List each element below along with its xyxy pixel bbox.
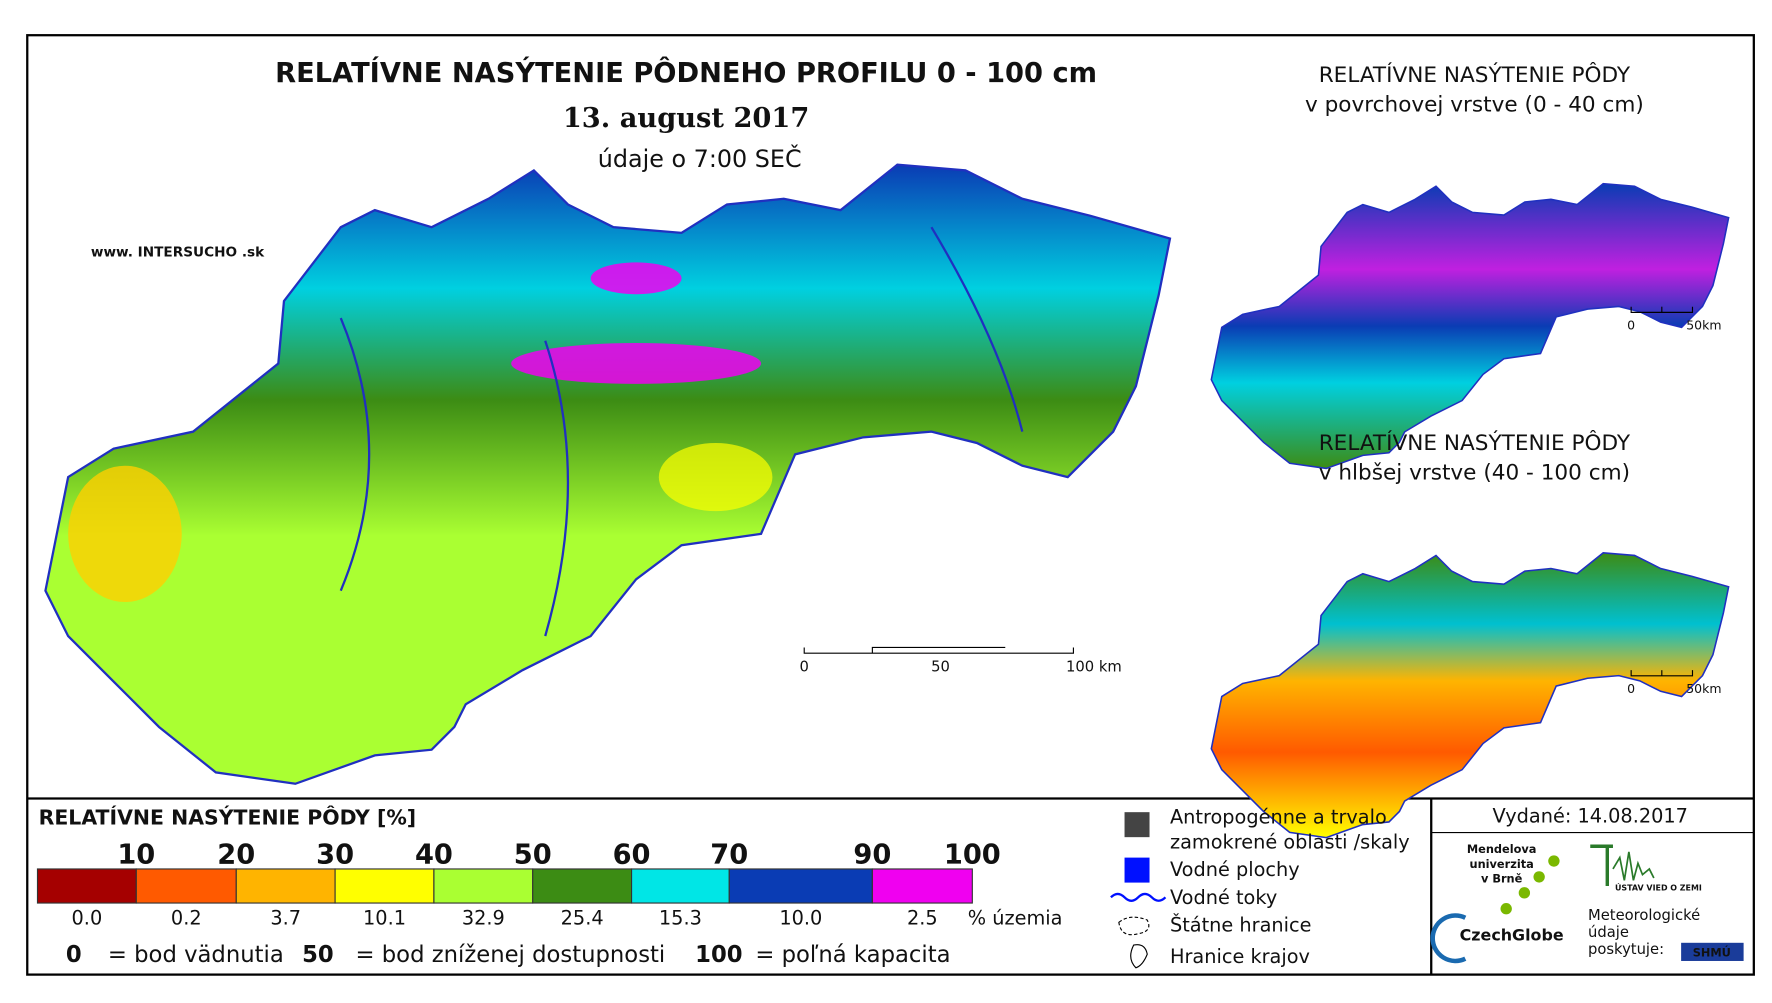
legend-swatch [235, 868, 336, 904]
legend-share: 32.9 [462, 907, 505, 930]
share-unit: % územia [968, 907, 1063, 930]
symbol-label: Vodné plochy [1170, 858, 1300, 881]
note-text: = bod vädnutia [108, 942, 284, 968]
time: údaje o 7:00 SEČ [598, 145, 802, 173]
legend-share: 2.5 [907, 907, 938, 930]
legend-share: 10.1 [363, 907, 406, 930]
legend-share: 10.0 [779, 907, 822, 930]
title: RELATÍVNE NASÝTENIE PÔDNEHO PROFILU 0 - … [275, 57, 1097, 89]
symbol-label-line: zamokrené oblasti /skaly [1170, 831, 1410, 854]
logo-text: Mendelova [1467, 842, 1537, 856]
note-text: = bod zníženej dostupnosti [356, 942, 666, 968]
legend-swatch [334, 868, 435, 904]
legend-swatch [630, 868, 730, 904]
legend-swatch [36, 868, 137, 904]
legend-share: 0.0 [72, 907, 103, 930]
logo-text: poskytuje: [1588, 941, 1664, 958]
legend-title: RELATÍVNE NASÝTENIE PÔDY [%] [39, 805, 417, 830]
logo-text: CzechGlobe [1460, 926, 1564, 945]
legend-swatch [532, 868, 633, 904]
legend-swatch [728, 868, 873, 904]
symbol-label: Hranice krajov [1170, 945, 1310, 968]
main-map [44, 163, 1172, 785]
scale-label: 0 [1627, 317, 1635, 332]
legend-break: 50 [514, 839, 552, 870]
legend-break: 30 [316, 839, 354, 870]
legend-break: 60 [613, 839, 651, 870]
scale-label: 50 [931, 658, 950, 675]
scale-label: 0 [800, 658, 809, 675]
website: www. INTERSUCHO .sk [91, 245, 265, 261]
scale-label: 100 km [1066, 658, 1122, 675]
legend-share: 0.2 [171, 907, 202, 930]
legend-break: 40 [415, 839, 453, 870]
logo-text: Meteorologické [1588, 907, 1700, 924]
note-key: 0 [66, 942, 82, 968]
inset-subtitle: v povrchovej vrstve (0 - 40 cm) [1305, 92, 1644, 117]
scale-label: 50km [1686, 317, 1721, 332]
note-key: 50 [302, 942, 334, 968]
scale-bars [803, 306, 1694, 677]
legend-share: 25.4 [561, 907, 604, 930]
legend-swatch [135, 868, 237, 904]
symbol-icons [1110, 812, 1167, 969]
logos [1430, 844, 1744, 964]
symbol-label-line: Antropogénne a trvalo [1170, 806, 1387, 829]
note-key: 100 [695, 942, 742, 968]
logo-text: údaje [1588, 924, 1629, 941]
symbol-label: Štátne hranice [1170, 912, 1312, 936]
date: 13. august 2017 [563, 102, 810, 134]
logo-text: SHMÚ [1693, 945, 1731, 959]
legend-swatch [871, 868, 973, 904]
scale-label: 50km [1686, 681, 1721, 696]
note-text: = poľná kapacita [755, 942, 950, 968]
legend-swatch [433, 868, 534, 904]
legend-break: 20 [217, 839, 255, 870]
inset-title: RELATÍVNE NASÝTENIE PÔDY [1319, 430, 1631, 456]
inset-title: RELATÍVNE NASÝTENIE PÔDY [1319, 62, 1631, 88]
logo-text: v Brně [1481, 872, 1523, 886]
logo-text: ÚSTAV VIED O ZEMI [1615, 882, 1702, 893]
legend-break: 70 [710, 839, 748, 870]
inset-subtitle: v hlbšej vrstve (40 - 100 cm) [1319, 460, 1630, 485]
logo-text: univerzita [1470, 857, 1534, 871]
legend-break: 100 [944, 839, 1001, 870]
legend-break: 10 [117, 839, 155, 870]
legend-share: 3.7 [270, 907, 301, 930]
symbol-label: Antropogénne a trvalo zamokrené oblasti /… [1170, 806, 1410, 854]
issued: Vydané: 14.08.2017 [1493, 804, 1688, 827]
symbol-label: Vodné toky [1170, 886, 1277, 909]
scale-label: 0 [1627, 681, 1635, 696]
legend-share: 15.3 [659, 907, 702, 930]
legend-break: 90 [853, 839, 891, 870]
